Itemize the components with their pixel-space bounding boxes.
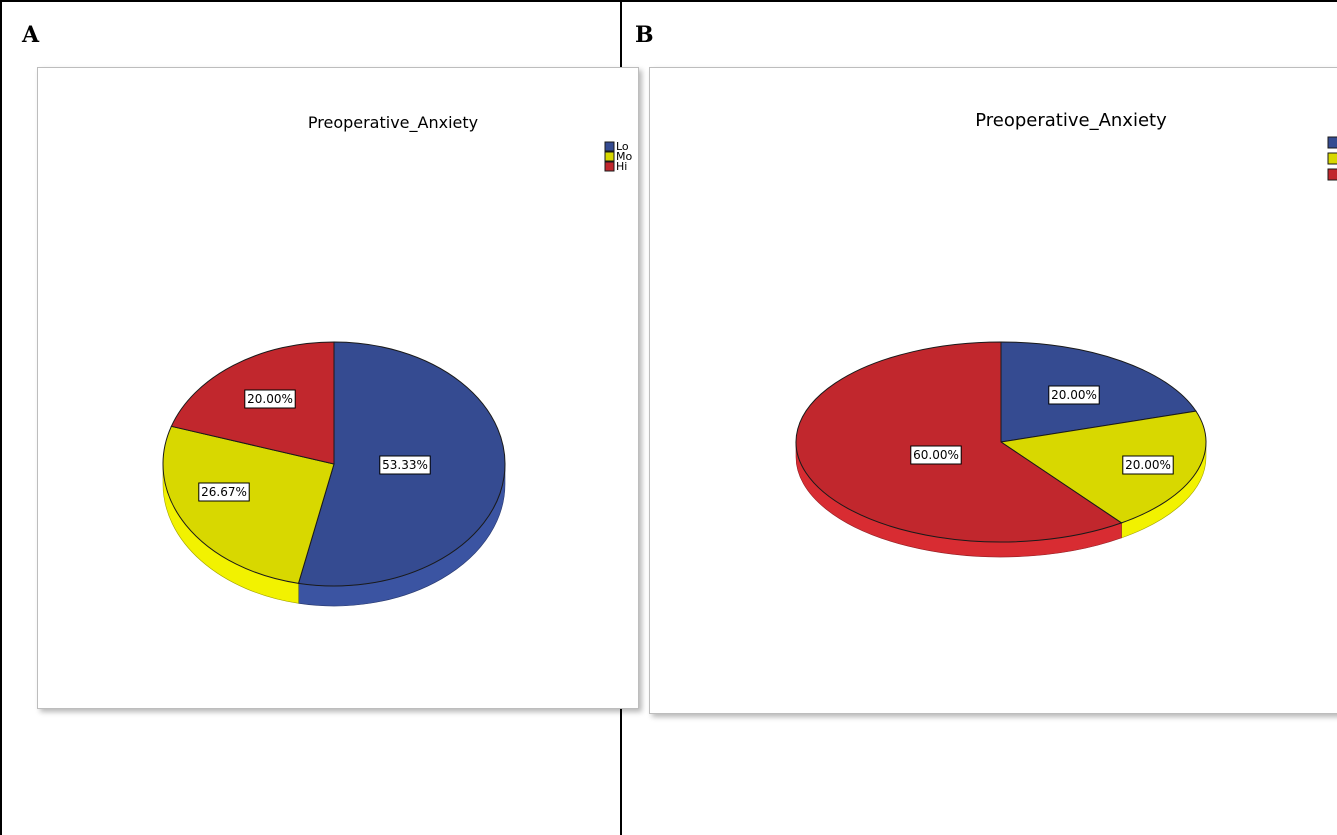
svg-text:20.00%: 20.00% <box>1051 388 1097 402</box>
slice-label-2: 20.00% <box>1122 455 1174 475</box>
legend-swatch-2 <box>604 151 615 162</box>
pie-slice-3 <box>795 341 1123 543</box>
slice-label-3: 20.00% <box>244 389 296 409</box>
chart-panel-b: Preoperative_Anxiety 20.00% 20.00% 60.00% <box>649 67 1337 714</box>
chart-title: Preoperative_Anxiety <box>975 110 1167 131</box>
legend-swatch-1 <box>604 141 615 152</box>
legend-swatch-1 <box>1327 136 1337 149</box>
legend-swatch-3 <box>604 161 615 172</box>
pie-slice-2 <box>162 425 335 584</box>
legend-entry-2: Mo <box>616 150 632 163</box>
legend-entry-1: Lo <box>616 140 629 153</box>
pie-chart-b: Preoperative_Anxiety 20.00% 20.00% 60.00% <box>795 110 1337 558</box>
legend-entry-3: Hi <box>616 160 627 173</box>
svg-text:20.00%: 20.00% <box>247 392 293 406</box>
slice-label-1: 20.00% <box>1048 385 1100 405</box>
panel-letter-b: B <box>635 22 654 48</box>
slice-label-2: 26.67% <box>198 482 250 502</box>
legend-swatch-3 <box>1327 168 1337 181</box>
pie-slice-2 <box>999 410 1207 524</box>
slice-label-3: 60.00% <box>910 445 962 465</box>
svg-text:53.33%: 53.33% <box>382 458 428 472</box>
slice-label-1: 53.33% <box>379 455 431 475</box>
chart-panel-a: Preoperative_Anxiety 53.33% 26.67% 20.00% Lo… <box>37 67 639 709</box>
svg-text:26.67%: 26.67% <box>201 485 247 499</box>
panel-letter-a: A <box>22 22 40 48</box>
chart-title: Preoperative_Anxiety <box>308 113 478 133</box>
legend-swatch-2 <box>1327 152 1337 165</box>
svg-text:60.00%: 60.00% <box>913 448 959 462</box>
svg-text:20.00%: 20.00% <box>1125 458 1171 472</box>
pie-chart-a: Preoperative_Anxiety 53.33% 26.67% 20.00% Lo… <box>162 113 632 607</box>
